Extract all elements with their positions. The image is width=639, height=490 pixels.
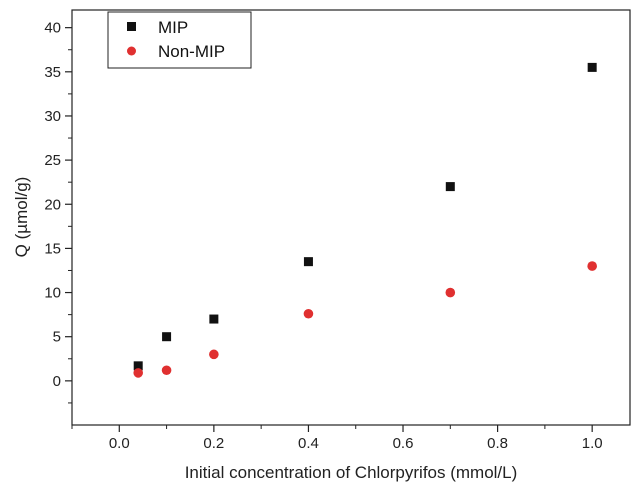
data-point-non-mip bbox=[446, 288, 456, 298]
x-axis-label: Initial concentration of Chlorpyrifos (m… bbox=[185, 463, 518, 482]
y-tick-label: 0 bbox=[53, 373, 61, 390]
x-tick-label: 0.2 bbox=[203, 435, 224, 452]
x-tick-label: 1.0 bbox=[582, 435, 603, 452]
x-axis-ticks: 0.0 0.2 0.4 0.6 0.8 1.0 bbox=[72, 425, 603, 452]
data-point-non-mip bbox=[587, 261, 597, 271]
y-tick-label: 30 bbox=[44, 108, 61, 125]
data-point-mip bbox=[209, 315, 218, 324]
data-point-mip bbox=[446, 182, 455, 191]
y-tick-label: 10 bbox=[44, 285, 61, 302]
data-point-mip bbox=[162, 332, 171, 341]
y-tick-label: 40 bbox=[44, 20, 61, 37]
y-tick-label: 25 bbox=[44, 152, 61, 169]
y-tick-label: 35 bbox=[44, 64, 61, 81]
y-tick-label: 15 bbox=[44, 240, 61, 257]
legend-label-non-mip: Non-MIP bbox=[158, 42, 225, 61]
x-tick-label: 0.4 bbox=[298, 435, 319, 452]
y-axis-label: Q (µmol/g) bbox=[12, 177, 31, 258]
data-point-mip bbox=[588, 63, 597, 72]
data-point-mip bbox=[304, 257, 313, 266]
y-axis-ticks: 0 5 10 15 20 25 30 35 40 bbox=[44, 20, 72, 403]
legend-marker-non-mip bbox=[127, 47, 136, 56]
data-point-non-mip bbox=[162, 365, 172, 375]
legend-label-mip: MIP bbox=[158, 18, 188, 37]
y-tick-label: 20 bbox=[44, 196, 61, 213]
data-point-non-mip bbox=[304, 309, 314, 319]
data-point-non-mip bbox=[209, 350, 219, 360]
data-point-non-mip bbox=[133, 368, 143, 378]
y-tick-label: 5 bbox=[53, 329, 61, 346]
legend-marker-mip bbox=[127, 22, 136, 31]
plot-frame bbox=[72, 10, 630, 425]
x-tick-label: 0.0 bbox=[109, 435, 130, 452]
x-tick-label: 0.6 bbox=[393, 435, 414, 452]
x-tick-label: 0.8 bbox=[487, 435, 508, 452]
data-points bbox=[133, 63, 597, 378]
legend: MIP Non-MIP bbox=[108, 12, 251, 68]
